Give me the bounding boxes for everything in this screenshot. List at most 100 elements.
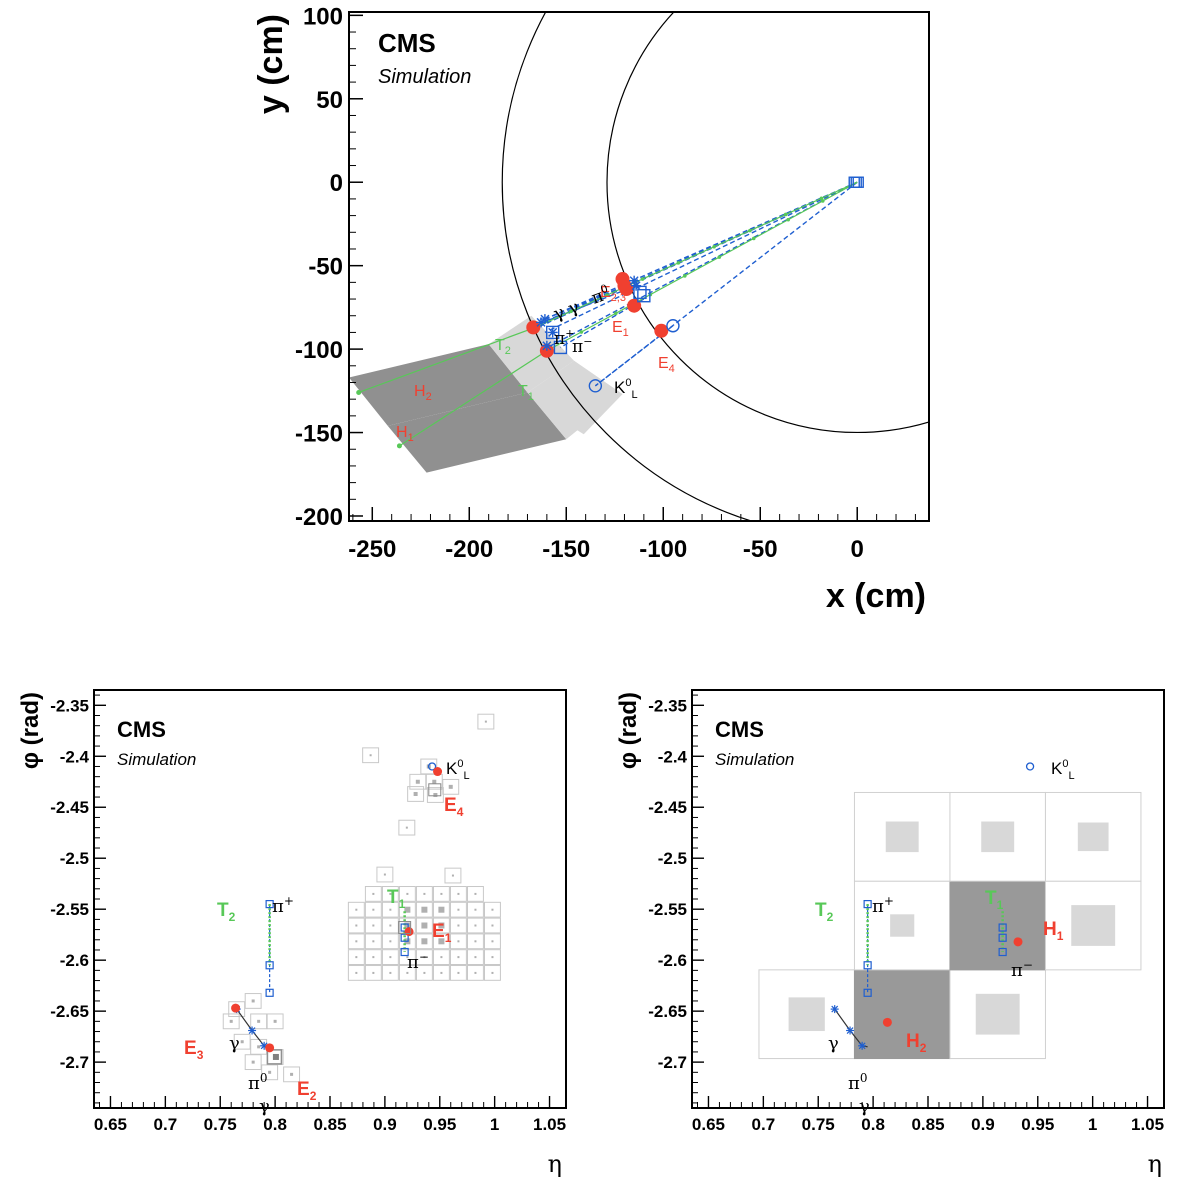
bl-x-tick-label: 0.7 xyxy=(154,1115,178,1134)
br-t2-square xyxy=(863,988,872,997)
bl-ecal-deposit xyxy=(229,1019,233,1023)
bl-ecal-deposit xyxy=(451,874,454,877)
bl-ecal-deposit xyxy=(491,940,494,943)
top-y-tick-label: -200 xyxy=(295,504,343,531)
top-plot-frame xyxy=(348,11,930,522)
top-square-marker xyxy=(553,340,568,355)
bl-ecal-crystal xyxy=(381,886,399,902)
br-y-tick-label: -2.4 xyxy=(658,747,688,766)
bl-ecal-crystal xyxy=(376,866,394,883)
bl-ecal-deposit xyxy=(433,793,438,798)
bl-ecal-crystal xyxy=(432,949,450,966)
bl-label-t2: T2 xyxy=(217,900,236,924)
br-label-pi-plus: π+ xyxy=(872,894,894,917)
br-y-tick-label: -2.7 xyxy=(658,1053,687,1072)
bl-ecal-crystal xyxy=(449,917,467,934)
br-t1-square xyxy=(998,923,1007,932)
top-y-axis-label: y (cm) xyxy=(252,14,290,114)
bl-y-tick-label: -2.7 xyxy=(60,1053,89,1072)
br-hcal-deposit xyxy=(1071,905,1116,946)
bl-ecal-deposit xyxy=(421,922,428,929)
bl-ecal-deposit xyxy=(257,1045,261,1049)
bl-ecal-crystal xyxy=(222,1013,240,1030)
br-label-gamma-1: γ xyxy=(828,1033,839,1054)
bl-y-axis-label: φ (rad) xyxy=(17,692,44,769)
bl-x-tick-label: 0.9 xyxy=(373,1115,397,1134)
top-star-marker xyxy=(547,327,558,338)
bl-ecal-deposit xyxy=(355,924,358,927)
bl-ecal-crystal xyxy=(364,933,382,950)
bl-ecal-crystal xyxy=(442,778,460,795)
bl-ecal-crystal xyxy=(415,933,433,950)
bl-ecal-deposit xyxy=(457,940,460,943)
bl-ecal-crystal xyxy=(449,886,467,902)
bl-y-tick-label: -2.55 xyxy=(50,900,89,919)
br-simulation-label: Simulation xyxy=(715,750,794,769)
bl-ecal-crystal xyxy=(364,965,382,981)
bl-label-pi0: π0 xyxy=(248,1071,267,1094)
bl-x-tick-label: 0.95 xyxy=(423,1115,456,1134)
bl-ecal-deposit xyxy=(421,938,428,945)
bl-y-tick-label: -2.4 xyxy=(60,747,90,766)
bl-ecal-deposit xyxy=(404,922,411,929)
br-hcal-tower-hit xyxy=(949,880,1046,971)
br-x-tick-label: 0.85 xyxy=(911,1115,944,1134)
bl-ecal-crystal xyxy=(364,901,382,918)
br-y-tick-label: -2.6 xyxy=(658,951,687,970)
br-hcal-deposit xyxy=(885,821,919,853)
top-open-circle xyxy=(588,379,603,393)
br-x-tick-label: 1.05 xyxy=(1131,1115,1164,1134)
top-cms-label: CMS xyxy=(378,28,436,58)
top-track-hit xyxy=(640,277,645,281)
top-star-marker xyxy=(629,275,640,286)
bl-x-axis-label: η xyxy=(548,1150,562,1178)
bl-cluster-e1 xyxy=(404,927,414,937)
top-x-tick-label: -150 xyxy=(542,536,590,563)
bl-ecal-deposit xyxy=(474,924,477,927)
bl-ecal-deposit xyxy=(240,1040,244,1044)
bl-ecal-deposit xyxy=(290,1072,294,1076)
bl-y-tick-label: -2.45 xyxy=(50,798,89,817)
bl-ecal-crystal xyxy=(466,933,484,950)
bl-ecal-crystal xyxy=(381,965,399,981)
top-x-tick-label: -200 xyxy=(445,536,493,563)
bl-ecal-deposit xyxy=(440,892,443,895)
bl-y-tick-label: -2.65 xyxy=(50,1002,89,1021)
bl-label-pi-minus: π− xyxy=(407,950,429,973)
bl-ecal-deposit xyxy=(389,892,392,895)
bl-ecal-deposit xyxy=(491,971,494,974)
bl-ecal-crystal xyxy=(233,1033,251,1050)
bl-label-k0l: K0L xyxy=(446,758,470,782)
bl-ecal-crystal xyxy=(449,933,467,950)
bl-ecal-crystal xyxy=(364,949,382,966)
bl-ecal-crystal xyxy=(398,886,416,902)
bl-ecal-crystal xyxy=(347,901,365,918)
bl-ecal-deposit xyxy=(251,999,255,1003)
top-cluster-ecal-outer xyxy=(526,320,541,335)
bl-label-t1: T1 xyxy=(387,887,406,911)
bl-ecal-crystal xyxy=(444,867,462,884)
top-y-tick-label: -50 xyxy=(308,254,343,281)
bl-ecal-deposit xyxy=(457,956,460,959)
top-track-hit xyxy=(614,311,618,316)
bl-ecal-crystal xyxy=(449,901,467,918)
bl-ecal-crystal xyxy=(449,965,467,981)
br-y-tick-label: -2.65 xyxy=(648,1002,687,1021)
bl-ecal-deposit xyxy=(404,906,411,913)
bl-ecal-crystal xyxy=(483,917,501,934)
bl-ecal-deposit xyxy=(438,938,445,945)
top-cluster-e23 xyxy=(619,282,634,297)
top-star-marker xyxy=(631,280,642,291)
br-label-k0l: K0L xyxy=(1051,758,1075,782)
bl-ecal-deposit xyxy=(415,779,420,784)
br-t2-square xyxy=(863,899,872,909)
bl-ecal-deposit xyxy=(406,971,409,974)
bottom-right-eta-phi-panel: 0.65 0.7 0.75 0.8 0.85 0.9 0.95 1 1.05 -2.35 -2.4 -… xyxy=(615,689,1165,1178)
bl-ecal-deposit xyxy=(457,971,460,974)
top-x-axis-label: x (cm) xyxy=(826,577,926,615)
bl-cluster-e4 xyxy=(433,767,443,777)
bl-ecal-deposit xyxy=(355,940,358,943)
bl-ecal-deposit xyxy=(438,922,445,929)
bl-label-e4: E4 xyxy=(444,795,464,819)
bl-ecal-crystal xyxy=(244,1054,262,1071)
